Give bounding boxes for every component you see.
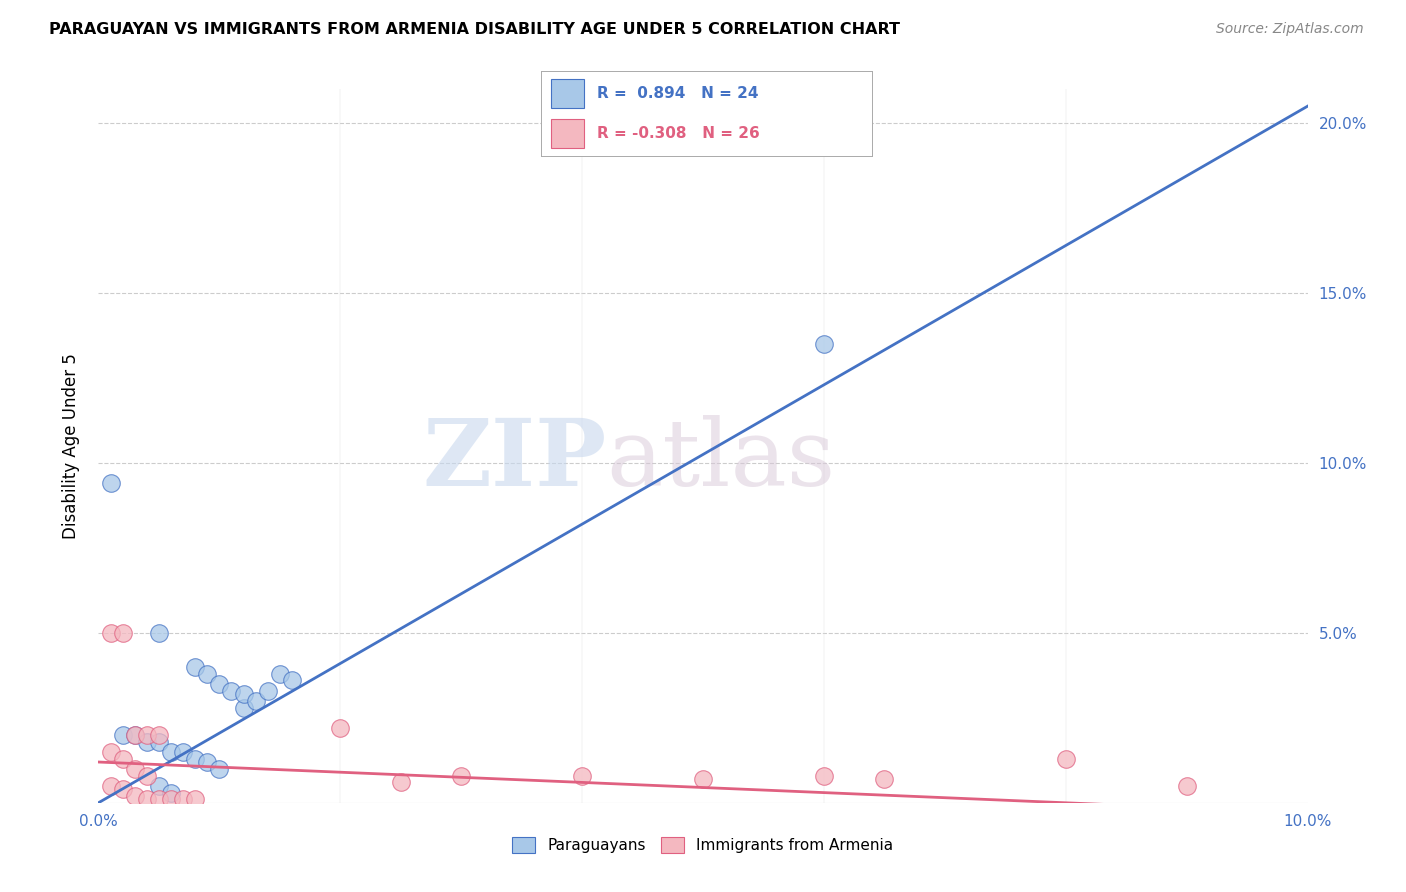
Point <box>813 769 835 783</box>
Point <box>450 769 472 783</box>
Point <box>873 772 896 786</box>
Point <box>148 779 170 793</box>
Point <box>571 769 593 783</box>
Point <box>1175 779 1198 793</box>
Point <box>389 775 412 789</box>
Point <box>148 728 170 742</box>
Point <box>148 626 170 640</box>
Text: R = -0.308   N = 26: R = -0.308 N = 26 <box>598 126 761 141</box>
Point <box>208 762 231 776</box>
Point <box>124 789 146 803</box>
Point <box>245 694 267 708</box>
Point <box>232 687 254 701</box>
Point <box>221 683 243 698</box>
Y-axis label: Disability Age Under 5: Disability Age Under 5 <box>62 353 80 539</box>
Point <box>135 792 157 806</box>
Point <box>172 745 194 759</box>
Point <box>256 683 278 698</box>
Text: R =  0.894   N = 24: R = 0.894 N = 24 <box>598 86 759 101</box>
Point <box>124 728 146 742</box>
Point <box>269 666 291 681</box>
Point <box>135 769 157 783</box>
Point <box>135 728 157 742</box>
Point <box>124 762 146 776</box>
Point <box>281 673 304 688</box>
Point <box>184 751 207 765</box>
Legend: Paraguayans, Immigrants from Armenia: Paraguayans, Immigrants from Armenia <box>506 831 900 859</box>
Point <box>813 337 835 351</box>
Point <box>135 734 157 748</box>
Point <box>100 626 122 640</box>
Text: atlas: atlas <box>606 416 835 505</box>
Point <box>1054 751 1077 765</box>
Point <box>111 626 134 640</box>
Point <box>111 782 134 797</box>
Point <box>172 792 194 806</box>
Point <box>160 792 183 806</box>
Point <box>124 728 146 742</box>
Bar <box>551 79 585 108</box>
Point <box>195 666 218 681</box>
Text: PARAGUAYAN VS IMMIGRANTS FROM ARMENIA DISABILITY AGE UNDER 5 CORRELATION CHART: PARAGUAYAN VS IMMIGRANTS FROM ARMENIA DI… <box>49 22 900 37</box>
Point <box>148 734 170 748</box>
Point <box>184 660 207 674</box>
Point <box>184 792 207 806</box>
Text: ZIP: ZIP <box>422 416 606 505</box>
Point <box>100 779 122 793</box>
Point <box>692 772 714 786</box>
Point <box>111 751 134 765</box>
Point <box>100 476 122 491</box>
Point <box>111 728 134 742</box>
Point <box>195 755 218 769</box>
Point <box>232 700 254 714</box>
Point <box>160 786 183 800</box>
Point <box>160 745 183 759</box>
Point <box>329 721 352 735</box>
Bar <box>551 119 585 147</box>
Point <box>208 677 231 691</box>
Text: Source: ZipAtlas.com: Source: ZipAtlas.com <box>1216 22 1364 37</box>
Point <box>100 745 122 759</box>
Point <box>148 792 170 806</box>
